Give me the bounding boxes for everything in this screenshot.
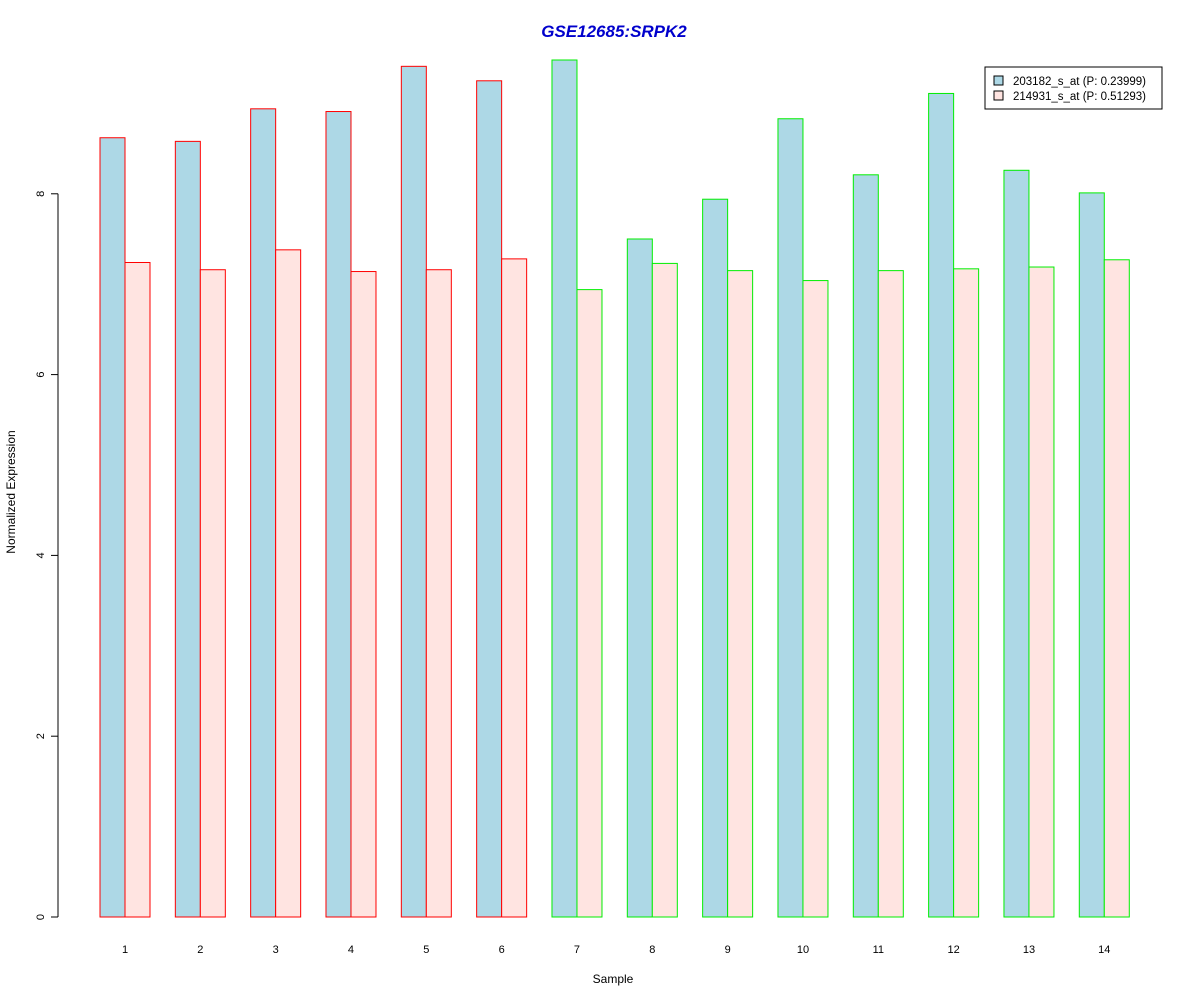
bar-sample-9-series-1 <box>702 198 729 918</box>
x-tick-label: 8 <box>649 944 655 956</box>
bar-sample-7-series-1 <box>551 59 578 918</box>
y-tick-label: 8 <box>35 191 47 197</box>
bar-sample-8-series-1 <box>626 238 653 918</box>
x-tick-label: 1 <box>122 944 128 956</box>
x-tick-label: 2 <box>197 944 203 956</box>
x-tick-label: 9 <box>725 944 731 956</box>
x-tick-label: 7 <box>574 944 580 956</box>
bars-group <box>99 59 1130 918</box>
bar-sample-7-series-2 <box>576 289 603 918</box>
bar-sample-5-series-1 <box>400 65 427 918</box>
bar-sample-4-series-1 <box>325 111 352 918</box>
x-tick-label: 5 <box>423 944 429 956</box>
legend-label-series-2: 214931_s_at (P: 0.51293) <box>1013 91 1146 103</box>
bar-sample-1-series-1 <box>99 137 126 918</box>
legend-label-series-1: 203182_s_at (P: 0.23999) <box>1013 76 1146 88</box>
legend-box <box>984 66 1163 110</box>
bar-sample-11-series-1 <box>852 174 879 918</box>
bar-sample-8-series-2 <box>651 262 678 918</box>
bar-sample-3-series-2 <box>275 249 302 918</box>
bar-sample-14-series-2 <box>1103 259 1130 918</box>
bar-sample-9-series-2 <box>727 270 754 918</box>
y-tick-label: 0 <box>35 914 47 920</box>
bar-sample-2-series-2 <box>199 269 226 918</box>
bar-sample-4-series-2 <box>350 271 377 918</box>
bar-sample-13-series-2 <box>1028 266 1055 918</box>
legend-swatch-series-2 <box>993 90 1004 101</box>
bar-sample-10-series-1 <box>777 118 804 918</box>
x-tick-labels: 1 2 3 4 5 6 7 8 9 10 11 12 13 14 <box>122 944 1110 956</box>
bar-sample-13-series-1 <box>1003 169 1030 918</box>
y-tick-label: 2 <box>35 733 47 739</box>
chart-title: GSE12685:SRPK2 <box>541 22 687 41</box>
x-tick-label: 6 <box>499 944 505 956</box>
y-axis-label: Normalized Expression <box>4 430 18 553</box>
bar-sample-5-series-2 <box>425 269 452 918</box>
y-tick-label: 4 <box>35 552 47 558</box>
bar-sample-6-series-2 <box>501 258 528 918</box>
bar-sample-3-series-1 <box>250 108 277 918</box>
x-tick-label: 10 <box>797 944 809 956</box>
x-tick-label: 13 <box>1023 944 1035 956</box>
bar-sample-6-series-1 <box>476 80 503 918</box>
x-tick-label: 3 <box>273 944 279 956</box>
x-tick-label: 4 <box>348 944 354 956</box>
bar-sample-2-series-1 <box>174 140 201 918</box>
bar-sample-12-series-1 <box>928 92 955 918</box>
legend-swatch-series-1 <box>993 75 1004 86</box>
bar-sample-1-series-2 <box>124 261 151 918</box>
bar-sample-11-series-2 <box>877 270 904 918</box>
bar-sample-12-series-2 <box>953 268 980 918</box>
bar-sample-10-series-2 <box>802 280 829 918</box>
x-axis-label: Sample <box>593 972 634 986</box>
y-axis: 0 2 4 6 8 <box>35 191 59 920</box>
x-tick-label: 11 <box>873 944 884 956</box>
bar-sample-14-series-1 <box>1078 192 1105 918</box>
x-tick-label: 12 <box>948 944 960 956</box>
y-tick-label: 6 <box>35 372 47 378</box>
legend: 203182_s_at (P: 0.23999) 214931_s_at (P:… <box>984 66 1163 110</box>
x-tick-label: 14 <box>1098 944 1110 956</box>
